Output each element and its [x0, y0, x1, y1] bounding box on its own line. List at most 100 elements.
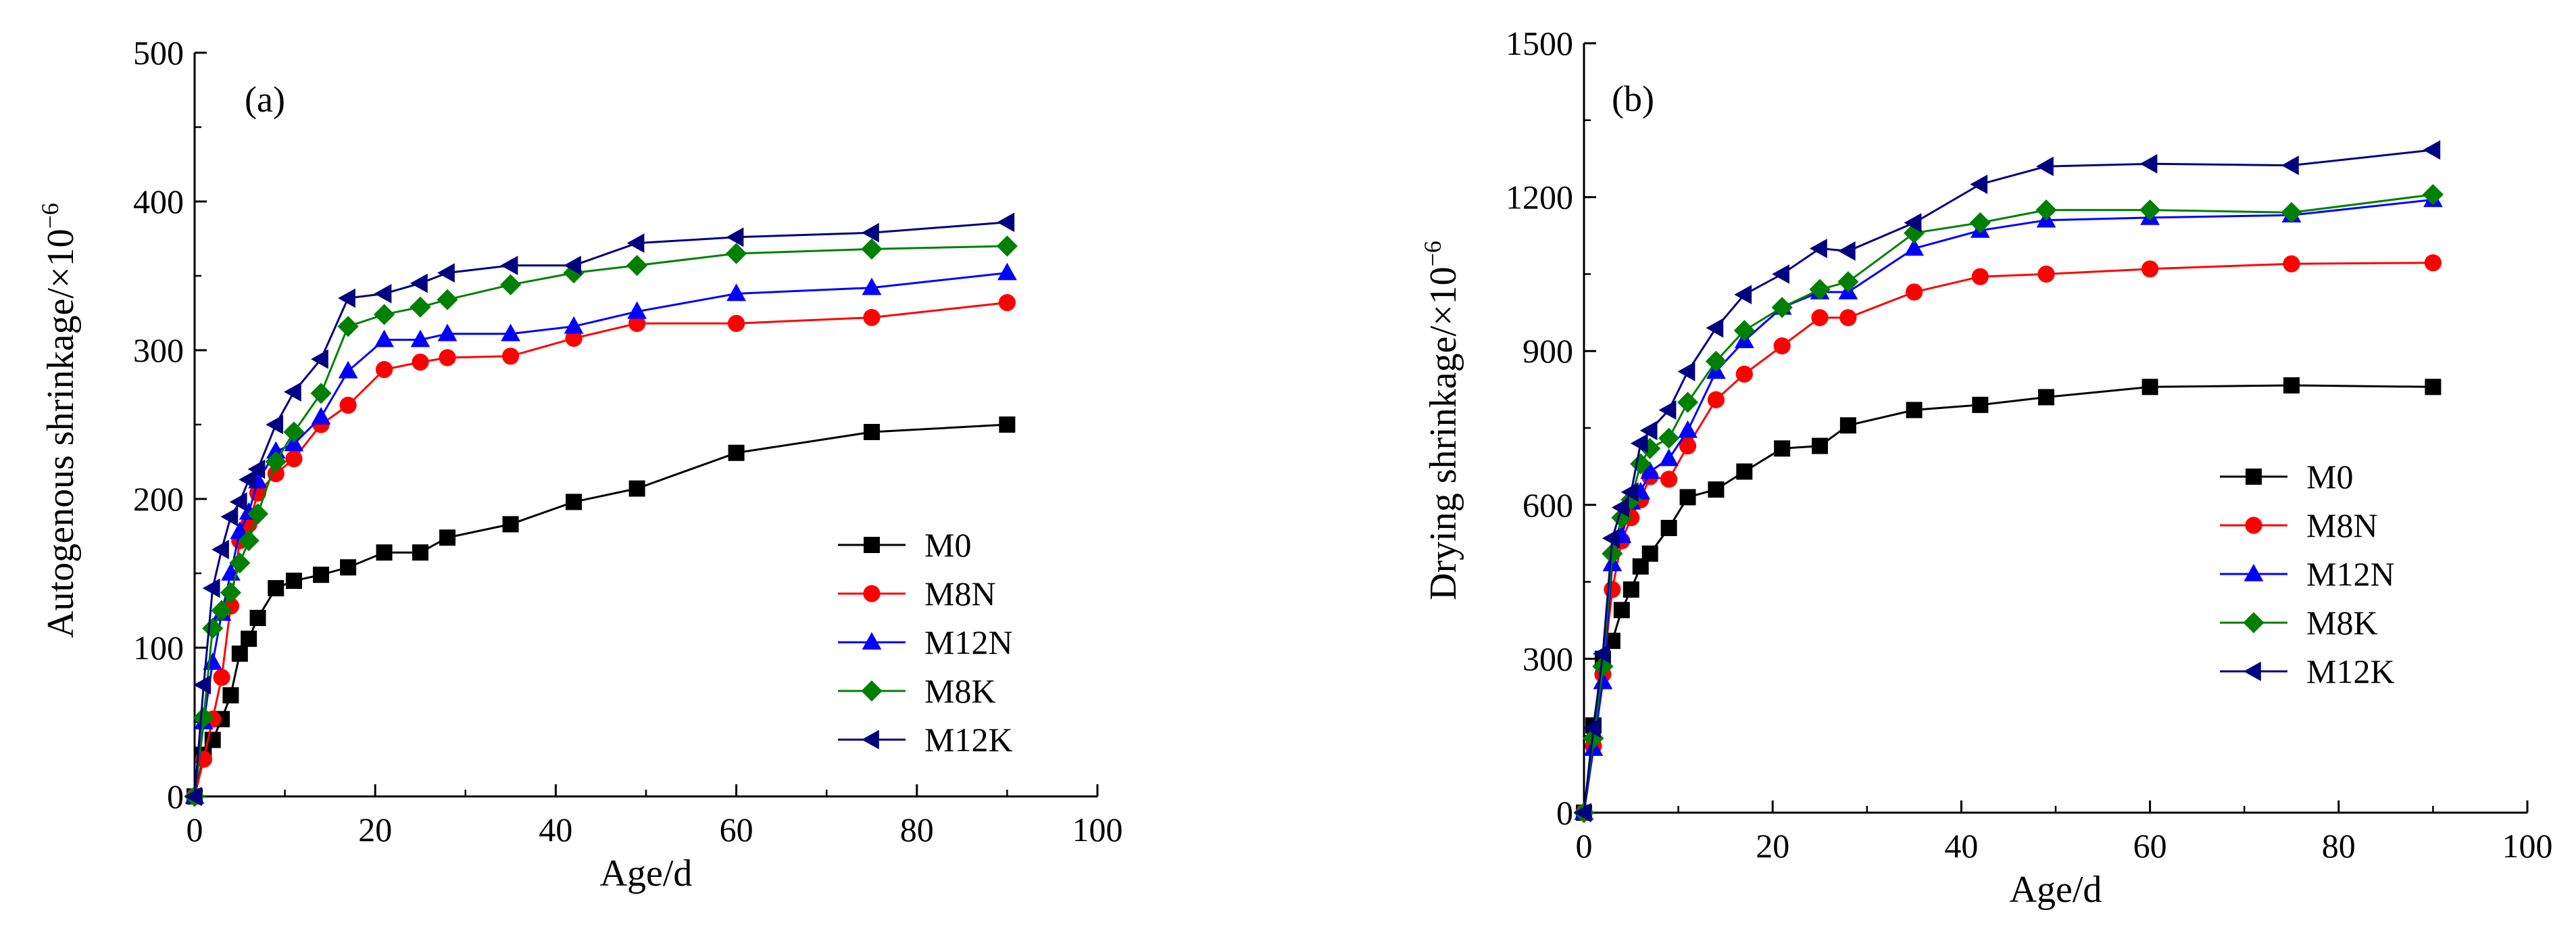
series-line-m8k [193, 245, 1008, 797]
data-point-m8n [1906, 283, 1923, 301]
legend-label-m8k: M8K [924, 672, 996, 710]
data-point-m8n [2141, 260, 2159, 278]
data-point-m8n [1811, 309, 1829, 327]
data-point-m12k [1583, 718, 1601, 738]
panel-label-b: (b) [1612, 78, 1654, 119]
data-point-m12k [410, 273, 428, 293]
data-point-m0 [502, 516, 519, 533]
data-point-m8n [2424, 254, 2442, 272]
data-point-m0 [241, 630, 257, 647]
chart-panel-b: 0 20 40 60 80 100 0 300 600 900 1200 1500 Age/d Dryin… [1419, 24, 2553, 911]
data-point-m12n [1904, 238, 1924, 256]
y-axis-title: Autogenous shrinkage/×10−6 [36, 203, 82, 638]
x-tick-label: 80 [2322, 827, 2356, 865]
legend-label-m12k: M12K [924, 721, 1013, 759]
data-point-m12k [2423, 140, 2441, 160]
series-m12k [1574, 140, 2441, 823]
data-point-m12k [220, 507, 239, 527]
data-point-m8k [563, 262, 585, 284]
data-point-m0 [376, 544, 393, 561]
data-point-m8k [1592, 656, 1614, 677]
legend-marker-m12k [2244, 661, 2261, 681]
data-point-m0 [1708, 481, 1725, 498]
data-point-m8k [211, 600, 232, 621]
data-point-m8k [1837, 271, 1859, 293]
legend-marker-m0 [2246, 469, 2262, 485]
series-m0 [1576, 377, 2442, 821]
data-point-m0 [1679, 489, 1696, 506]
data-point-m8k [2422, 184, 2444, 206]
panel-label-a: (a) [245, 79, 285, 120]
data-point-m8n [1679, 437, 1697, 455]
data-point-m12k [1706, 318, 1724, 338]
data-point-m0 [222, 687, 239, 704]
data-point-m8n [285, 450, 303, 468]
x-tick-label: 80 [900, 811, 934, 848]
data-point-m12k [266, 414, 284, 435]
series-line-m0 [1583, 384, 2433, 813]
data-point-m8k [500, 274, 522, 295]
legend: M0 M8N M12N M8K M12K [838, 526, 1013, 759]
y-tick-label: 0 [167, 778, 184, 815]
data-point-m12k [1574, 803, 1591, 823]
data-point-m8k [726, 243, 747, 264]
data-point-m8k [283, 421, 305, 443]
data-point-m8k [1602, 543, 1623, 565]
data-point-m12k [500, 256, 518, 275]
data-point-m12k [1658, 400, 1677, 420]
data-point-m8k [1771, 297, 1793, 318]
data-point-m12k [193, 675, 212, 695]
y-tick-label: 400 [133, 183, 184, 220]
data-point-m0 [2038, 389, 2055, 406]
data-point-m12k [626, 233, 645, 253]
data-point-m8n [213, 669, 230, 686]
y-axis-title-exponent: −6 [36, 203, 64, 229]
data-point-m8k [337, 316, 359, 337]
y-axis-title: Drying shrinkage/×10−6 [1419, 241, 1464, 600]
x-tick-label: 40 [1944, 827, 1978, 865]
y-tick-label: 1500 [1506, 24, 1573, 62]
data-point-m8n [1707, 391, 1725, 408]
data-point-m12k [437, 263, 455, 283]
data-point-m8n [502, 348, 520, 365]
series-line-m8k [1583, 193, 2433, 813]
data-point-m0 [439, 529, 456, 546]
data-point-m12k [1639, 421, 1658, 441]
data-point-m8n [2283, 255, 2300, 272]
data-point-m12k [997, 212, 1015, 233]
data-point-m0 [2425, 379, 2442, 396]
chart-panel-a: 0 20 40 60 80 100 0 100 200 300 400 500 Age/d Autogen… [36, 34, 1123, 894]
data-point-m0 [340, 559, 357, 576]
data-point-m8k [2035, 199, 2057, 221]
x-axis-title: Age/d [2010, 869, 2102, 911]
data-point-m0 [412, 544, 428, 561]
data-point-m0 [285, 573, 302, 589]
x-tick-label: 40 [539, 811, 572, 848]
legend-marker-m12n [2244, 564, 2264, 581]
y-tick-label: 1200 [1506, 178, 1573, 216]
data-point-m12k [1602, 528, 1620, 548]
data-point-m8k [2281, 201, 2302, 223]
data-point-m12n [726, 283, 746, 302]
data-point-m0 [1736, 463, 1753, 480]
x-axis-title: Age/d [600, 853, 693, 894]
data-point-m0 [1613, 602, 1630, 619]
legend-marker-m0 [864, 537, 880, 553]
legend-marker-m8k [861, 680, 883, 702]
data-point-m12k [239, 470, 256, 489]
x-tick-label: 100 [2502, 827, 2553, 865]
data-point-m8k [2139, 199, 2161, 221]
legend-label-m0: M0 [2306, 458, 2353, 496]
data-point-m0 [2141, 379, 2158, 396]
x-tick-label: 20 [358, 811, 392, 848]
series-line-m8n [1583, 262, 2433, 813]
data-point-m12k [338, 288, 355, 308]
data-point-m12n [1659, 448, 1679, 466]
data-point-m0 [999, 416, 1016, 433]
series-m12n [1574, 189, 2443, 820]
data-point-m8k [996, 235, 1018, 257]
data-point-m8n [1839, 309, 1857, 327]
data-point-m12k [283, 382, 301, 402]
series-m12n [184, 262, 1017, 804]
